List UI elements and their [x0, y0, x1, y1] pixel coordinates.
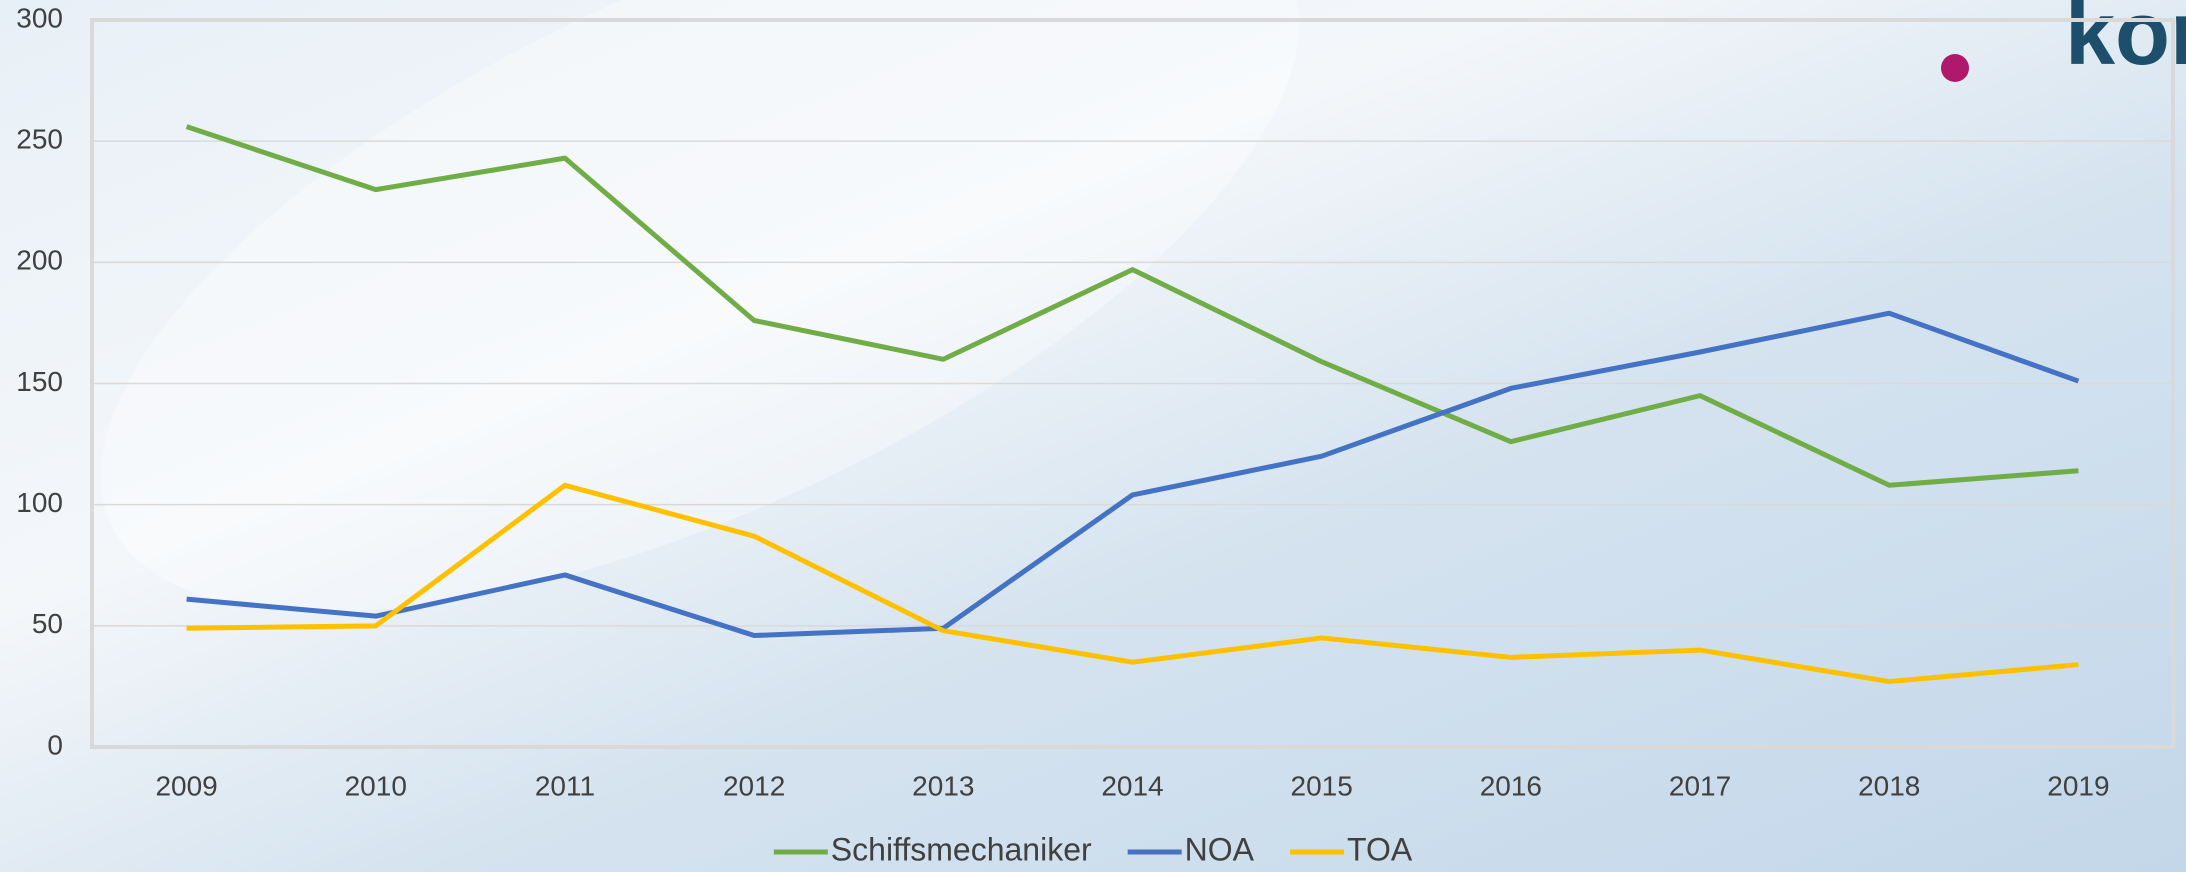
logo-dot — [1941, 54, 1969, 82]
y-tick-label: 200 — [16, 245, 63, 276]
legend-label: NOA — [1185, 831, 1255, 867]
y-tick-label: 50 — [32, 608, 63, 639]
x-tick-label: 2018 — [1858, 770, 1920, 801]
x-tick-label: 2019 — [2047, 770, 2109, 801]
x-tick-label: 2010 — [345, 770, 407, 801]
page: kongres 0 50 100 150 200 250 300 2009 2010 2011 20… — [0, 0, 2186, 872]
x-tick-label: 2009 — [155, 770, 217, 801]
y-tick-label: 100 — [16, 487, 63, 518]
x-tick-label: 2013 — [912, 770, 974, 801]
x-tick-label: 2015 — [1291, 770, 1353, 801]
x-tick-label: 2012 — [723, 770, 785, 801]
x-tick-label: 2017 — [1669, 770, 1731, 801]
legend-label: TOA — [1347, 831, 1413, 867]
y-tick-label: 150 — [16, 366, 63, 397]
chart: kongres 0 50 100 150 200 250 300 2009 2010 2011 20… — [0, 0, 2186, 872]
x-tick-label: 2016 — [1480, 770, 1542, 801]
logo: kongres — [2065, 0, 2186, 84]
x-tick-label: 2011 — [535, 770, 595, 801]
y-tick-label: 0 — [47, 729, 63, 760]
x-tick-label: 2014 — [1101, 770, 1163, 801]
y-tick-label: 250 — [16, 124, 63, 155]
legend-label: Schiffsmechaniker — [831, 831, 1092, 867]
y-tick-label: 300 — [16, 2, 63, 33]
